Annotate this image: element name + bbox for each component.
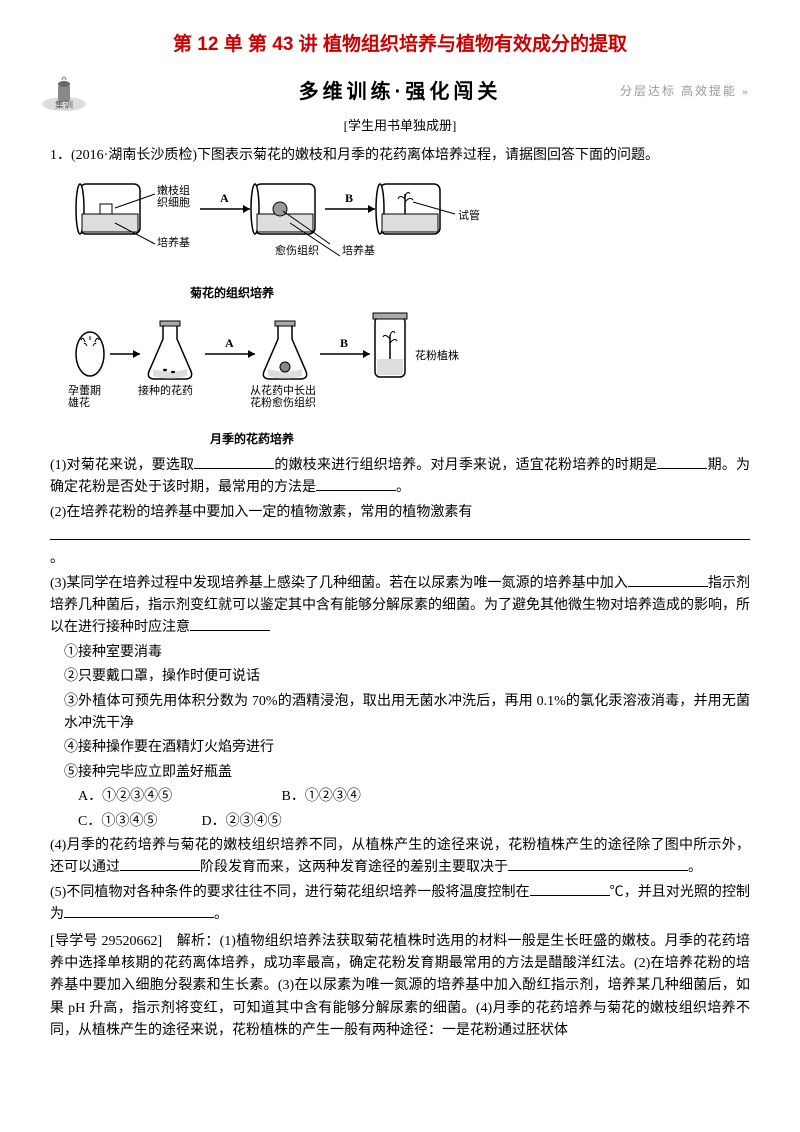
q1-3a-text: (3)某同学在培养过程中发现培养基上感染了几种细菌。若在以尿素为唯一氮源的培养基… xyxy=(50,576,628,591)
label-pollen-plant: 花粉植株 xyxy=(415,348,459,362)
q1-5c-text: 。 xyxy=(214,907,228,922)
q1-4b-text: 阶段发育而来，这两种发育途径的差别主要取决于 xyxy=(200,860,508,875)
question-1-1: (1)对菊花来说，要选取的嫩枝来进行组织培养。对月季来说，适宜花粉培养的时期是期… xyxy=(50,455,750,500)
label-arrow-b2: B xyxy=(340,336,348,350)
blank-4[interactable] xyxy=(50,526,750,540)
label-bud: 孕蕾期雄花 xyxy=(68,384,101,409)
label-arrow-a: A xyxy=(220,191,229,205)
q1-1a-text: (1)对菊花来说，要选取 xyxy=(50,458,194,473)
label-arrow-b: B xyxy=(345,191,353,205)
question-1-4: (4)月季的花药培养与菊花的嫩枝组织培养不同，从植株产生的途径来说，花粉植株产生… xyxy=(50,835,750,880)
blank-10[interactable] xyxy=(64,904,214,918)
blank-8[interactable] xyxy=(508,857,688,871)
label-callus-pollen: 从花药中长出花粉愈伤组织 xyxy=(250,383,316,409)
question-1-2: (2)在培养花粉的培养基中要加入一定的植物激素，常用的植物激素有 xyxy=(50,502,750,524)
question-1-lead: 1．(2016·湖南长沙质检)下图表示菊花的嫩枝和月季的花药离体培养过程，请据图… xyxy=(50,145,750,167)
label-medium-1: 培养基 xyxy=(157,235,190,249)
choice-a[interactable]: A．①②③④⑤ xyxy=(78,786,278,808)
diagram-2-caption: 月季的花药培养 xyxy=(210,430,750,449)
blank-3[interactable] xyxy=(316,477,396,491)
chapter-title: 第 12 单 第 43 讲 植物组织培养与植物有效成分的提取 xyxy=(50,30,750,60)
blank-2[interactable] xyxy=(657,455,707,469)
label-tissue-cell: 嫩枝组织细胞 xyxy=(157,183,190,209)
diagram-tissue-culture: 嫩枝组织细胞 培养基 A 愈伤组织 培养基 B 试管苗 xyxy=(60,174,750,304)
blank-1[interactable] xyxy=(194,455,274,469)
question-1-3: (3)某同学在培养过程中发现培养基上感染了几种细菌。若在以尿素为唯一氮源的培养基… xyxy=(50,573,750,640)
choice-c[interactable]: C．①③④⑤ xyxy=(78,811,198,833)
section-header: 集训 多维训练·强化闯关 分层达标 高效提能 » xyxy=(50,72,750,112)
q1-5a-text: (5)不同植物对各种条件的要求往往不同，进行菊花组织培养一般将温度控制在 xyxy=(50,885,530,900)
blank-6[interactable] xyxy=(190,617,270,631)
label-arrow-a2: A xyxy=(225,336,234,350)
diagram-anther-culture: 孕蕾期雄花 接种的花药 A 从花药中长出花粉愈伤组织 B xyxy=(60,309,750,449)
q1-1d-text: 。 xyxy=(396,480,410,495)
analysis-text: [导学号 29520662] 解析：(1)植物组织培养法获取菊花植株时选用的材料… xyxy=(50,931,750,1043)
question-1-5: (5)不同植物对各种条件的要求往往不同，进行菊花组织培养一般将温度控制在℃，并且… xyxy=(50,882,750,927)
q1-4c-text: 。 xyxy=(688,860,702,875)
q1-2-end: 。 xyxy=(50,551,64,566)
diagram-1-caption: 菊花的组织培养 xyxy=(190,284,750,303)
choice-row-1: A．①②③④⑤ B．①②③④ xyxy=(50,786,750,808)
option-5: ⑤接种完毕应立即盖好瓶盖 xyxy=(50,762,750,784)
label-anther: 接种的花药 xyxy=(138,383,193,397)
choice-row-2: C．①③④⑤ D．②③④⑤ xyxy=(50,811,750,833)
label-seedling: 试管苗 xyxy=(458,208,480,222)
label-callus: 愈伤组织 xyxy=(275,243,319,257)
option-4: ④接种操作要在酒精灯火焰旁进行 xyxy=(50,737,750,759)
question-1-2-blank: 。 xyxy=(50,526,750,571)
option-1: ①接种室要消毒 xyxy=(50,642,750,664)
blank-7[interactable] xyxy=(120,857,200,871)
choice-d[interactable]: D．②③④⑤ xyxy=(202,814,282,829)
q1-1b-text: 的嫩枝来进行组织培养。对月季来说，适宜花粉培养的时期是 xyxy=(274,458,657,473)
label-medium-2: 培养基 xyxy=(342,243,375,257)
training-icon: 集训 xyxy=(40,72,90,120)
option-2: ②只要戴口罩，操作时便可说话 xyxy=(50,666,750,688)
svg-text:集训: 集训 xyxy=(55,99,73,110)
blank-5[interactable] xyxy=(628,573,708,587)
section-tag: 分层达标 高效提能 » xyxy=(620,82,750,101)
section-subtitle: [学生用书单独成册] xyxy=(50,116,750,137)
blank-9[interactable] xyxy=(530,882,610,896)
option-3: ③外植体可预先用体积分数为 70%的酒精浸泡，取出用无菌水冲洗后，再用 0.1%… xyxy=(50,691,750,736)
choice-b[interactable]: B．①②③④ xyxy=(282,789,361,804)
